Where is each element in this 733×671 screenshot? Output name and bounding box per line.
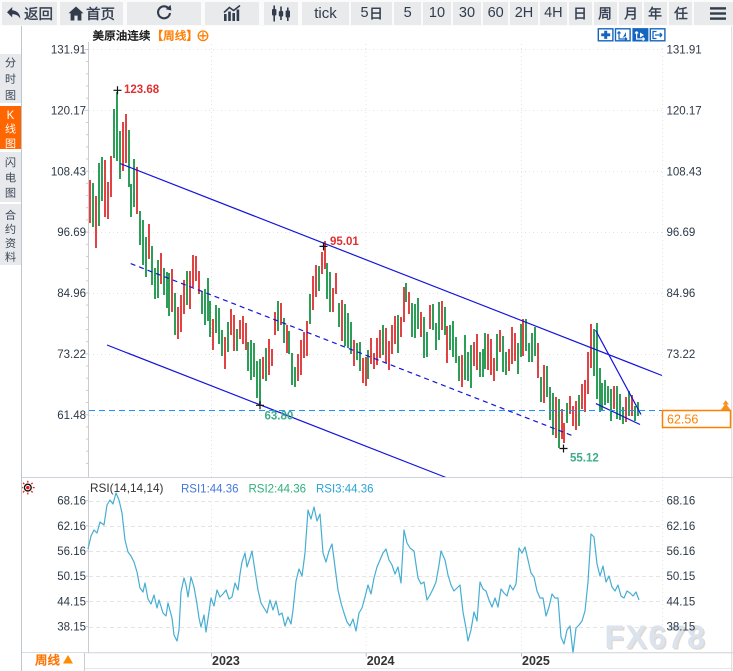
svg-text:RSI(14,14,14): RSI(14,14,14) bbox=[90, 481, 164, 495]
svg-text:RSI2:44.36: RSI2:44.36 bbox=[249, 484, 307, 496]
svg-text:84.96: 84.96 bbox=[57, 288, 86, 300]
svg-text:84.96: 84.96 bbox=[667, 288, 696, 300]
svg-text:38.15: 38.15 bbox=[57, 622, 86, 634]
svg-text:120.17: 120.17 bbox=[51, 105, 86, 117]
svg-text:131.91: 131.91 bbox=[51, 45, 86, 57]
svg-text:62.16: 62.16 bbox=[57, 521, 86, 533]
svg-text:108.43: 108.43 bbox=[51, 166, 86, 178]
svg-text:73.22: 73.22 bbox=[57, 349, 86, 361]
svg-text:RSI1:44.36: RSI1:44.36 bbox=[181, 484, 239, 496]
svg-text:68.16: 68.16 bbox=[57, 496, 86, 508]
svg-text:50.15: 50.15 bbox=[57, 571, 86, 583]
svg-text:63.80: 63.80 bbox=[265, 411, 294, 423]
svg-text:2023: 2023 bbox=[212, 654, 240, 668]
svg-text:2024: 2024 bbox=[367, 654, 395, 668]
svg-text:95.01: 95.01 bbox=[330, 236, 359, 248]
svg-text:2025: 2025 bbox=[522, 654, 550, 668]
svg-text:68.16: 68.16 bbox=[667, 496, 696, 508]
svg-text:62.16: 62.16 bbox=[667, 521, 696, 533]
svg-text:55.12: 55.12 bbox=[570, 453, 599, 465]
svg-text:K: K bbox=[7, 110, 15, 122]
svg-text:38.15: 38.15 bbox=[667, 622, 696, 634]
svg-text:96.69: 96.69 bbox=[667, 227, 696, 239]
svg-text:56.16: 56.16 bbox=[57, 546, 86, 558]
svg-text:FX678: FX678 bbox=[605, 619, 707, 655]
svg-text:73.22: 73.22 bbox=[667, 349, 696, 361]
svg-text:56.16: 56.16 bbox=[667, 546, 696, 558]
svg-text:108.43: 108.43 bbox=[667, 166, 702, 178]
svg-text:120.17: 120.17 bbox=[667, 105, 702, 117]
svg-text:96.69: 96.69 bbox=[57, 227, 86, 239]
svg-text:44.15: 44.15 bbox=[57, 596, 86, 608]
svg-text:131.91: 131.91 bbox=[667, 45, 702, 57]
svg-text:123.68: 123.68 bbox=[124, 84, 160, 96]
svg-text:44.15: 44.15 bbox=[667, 596, 696, 608]
svg-text:RSI3:44.36: RSI3:44.36 bbox=[316, 484, 374, 496]
svg-text:62.56: 62.56 bbox=[667, 413, 698, 427]
svg-text:FX678: FX678 bbox=[606, 621, 708, 657]
svg-text:61.48: 61.48 bbox=[57, 410, 86, 422]
svg-text:50.15: 50.15 bbox=[667, 571, 696, 583]
